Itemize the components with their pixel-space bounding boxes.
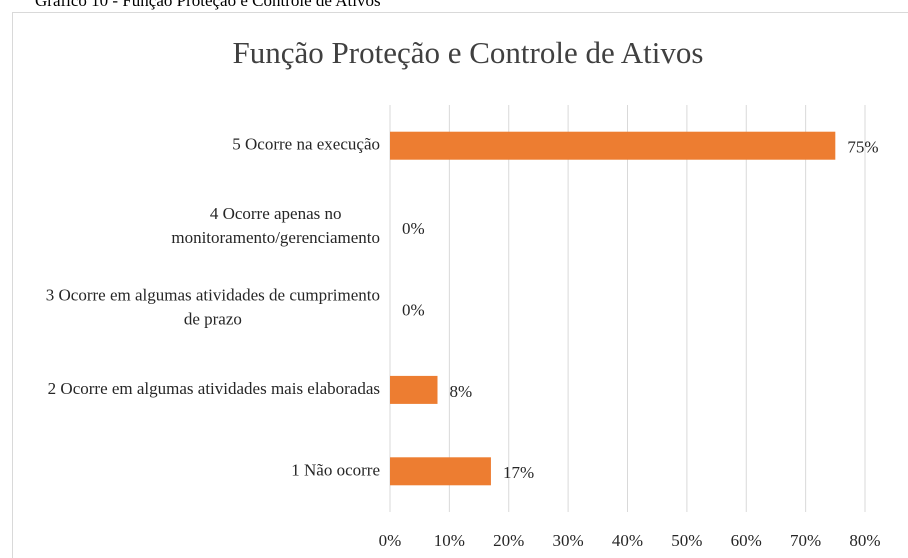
chart-title: Função Proteção e Controle de Ativos — [233, 35, 704, 70]
data-label: 8% — [450, 382, 473, 401]
bar — [390, 375, 438, 404]
x-tick-label: 50% — [671, 531, 702, 550]
y-tick-label: 4 Ocorre apenas no monitoramento/gerencia… — [171, 204, 380, 247]
x-tick-label: 0% — [379, 531, 402, 550]
x-tick-label: 40% — [612, 531, 643, 550]
y-tick-label: 2 Ocorre em algumas atividades mais elab… — [48, 379, 380, 398]
data-label: 75% — [847, 138, 878, 157]
x-tick-label: 80% — [849, 531, 880, 550]
bar — [390, 131, 836, 160]
x-tick-label: 20% — [493, 531, 524, 550]
data-label: 17% — [503, 463, 534, 482]
data-label: 0% — [402, 219, 425, 238]
data-label: 0% — [402, 300, 425, 319]
y-tick-label: 1 Não ocorre — [291, 460, 380, 479]
y-tick-label: 3 Ocorre em algumas atividades de cumpri… — [46, 285, 380, 328]
x-tick-label: 70% — [790, 531, 821, 550]
x-tick-label: 30% — [553, 531, 584, 550]
caption: Gráfico 10 - Função Proteção e Controle … — [35, 0, 381, 10]
y-tick-label: 5 Ocorre na execução — [232, 135, 380, 154]
x-tick-label: 60% — [731, 531, 762, 550]
x-tick-label: 10% — [434, 531, 465, 550]
bar — [390, 457, 491, 486]
